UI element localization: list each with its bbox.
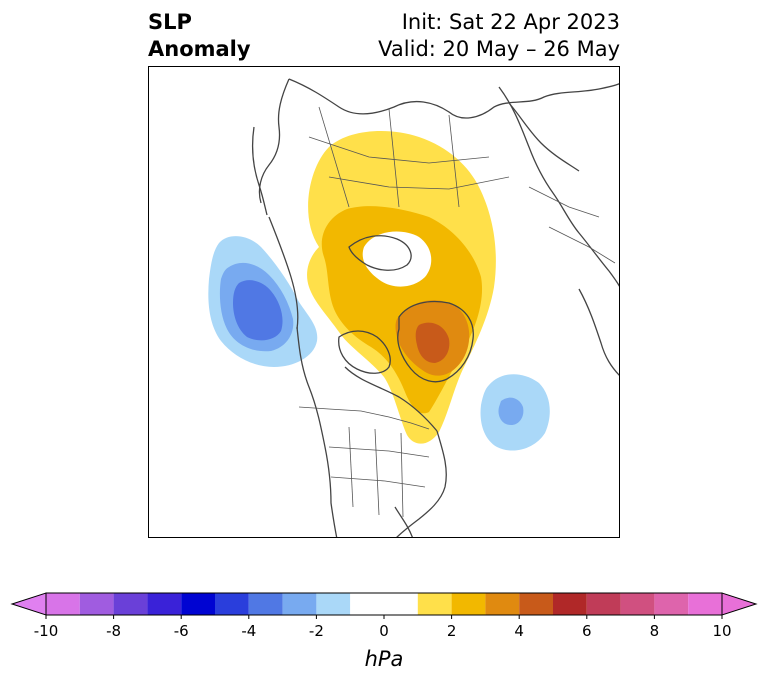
border-us-states-3 <box>348 426 354 508</box>
colorbar-ticks: -10 -8 -6 -4 -2 0 2 4 6 8 10 <box>34 615 732 640</box>
colorbar-segment <box>519 593 553 615</box>
colorbar-tick-label: -10 <box>34 622 59 640</box>
colorbar-segment <box>451 593 486 615</box>
coastline-north-america-east <box>396 430 447 537</box>
coastline-europe <box>498 86 619 287</box>
coastline-alaska <box>268 216 299 330</box>
coastline-arctic-islands <box>348 235 412 271</box>
coastline-kamchatka <box>252 126 268 216</box>
colorbar-unit: hPa <box>364 647 404 671</box>
negative-anomaly-atlantic-2to3 <box>498 397 524 425</box>
colorbar-tick-label: 8 <box>650 622 660 640</box>
colorbar-segment <box>248 593 283 615</box>
border-us-states-5 <box>400 432 404 518</box>
colorbar-extend-min <box>10 592 47 616</box>
map-panel <box>148 66 620 538</box>
colorbar-tick-label: 10 <box>712 622 731 640</box>
coastline-hudson-bay <box>344 366 438 432</box>
colorbar: -10 -8 -6 -4 -2 0 2 4 6 8 10 <box>0 585 768 684</box>
colorbar-segment <box>282 593 317 615</box>
colorbar-tick-label: 4 <box>514 622 524 640</box>
colorbar-tick-label: -4 <box>241 622 256 640</box>
colorbar-segment <box>586 593 621 615</box>
title-line-1: SLP <box>148 10 192 34</box>
colorbar-segment <box>181 593 215 615</box>
border-us-states-4 <box>374 428 380 516</box>
colorbar-tick-label: 6 <box>582 622 592 640</box>
coastline-africa <box>578 288 619 376</box>
border-asia-2 <box>388 108 400 208</box>
coastline-florida <box>394 506 413 537</box>
colorbar-segment <box>113 593 148 615</box>
colorbar-tick-label: -2 <box>309 622 324 640</box>
forecast-dates: Init: Sat 22 Apr 2023 Valid: 20 May – 26… <box>378 9 620 63</box>
colorbar-segment <box>688 593 722 615</box>
colorbar-segment <box>485 593 520 615</box>
border-us-states-1 <box>328 446 430 458</box>
valid-range: Valid: 20 May – 26 May <box>378 37 620 61</box>
colorbar-tick-label: 0 <box>379 622 389 640</box>
border-usa-canada <box>298 406 430 430</box>
colorbar-tick-label: -6 <box>174 622 189 640</box>
colorbar-segment <box>417 593 452 615</box>
coastline-scandinavia <box>508 102 580 172</box>
border-russia-1 <box>308 136 490 164</box>
init-date: Init: Sat 22 Apr 2023 <box>401 10 620 34</box>
colorbar-tick-label: 2 <box>447 622 457 640</box>
colorbar-svg: -10 -8 -6 -4 -2 0 2 4 6 8 10 <box>10 592 758 640</box>
coastline-greenland <box>397 300 474 383</box>
neutral-near-pole <box>362 231 432 287</box>
coastline-north-america-west <box>296 326 338 537</box>
anomaly-fills <box>208 131 550 451</box>
colorbar-segments <box>10 592 758 616</box>
border-asia-3 <box>448 114 460 208</box>
colorbar-segment <box>79 593 114 615</box>
border-europe-2 <box>548 226 616 264</box>
map-canvas <box>208 78 619 537</box>
coastline-siberia <box>258 78 290 204</box>
colorbar-segment <box>46 593 80 615</box>
colorbar-segment <box>553 593 587 615</box>
positive-anomaly-4to5 <box>415 322 450 363</box>
border-asia-1 <box>318 106 350 208</box>
colorbar-segment <box>316 593 351 615</box>
map-title: SLP Anomaly <box>148 9 251 63</box>
colorbar-tick-label: -8 <box>106 622 121 640</box>
colorbar-segment <box>654 593 689 615</box>
coastline-eurasia-north <box>288 78 619 119</box>
colorbar-segment <box>147 593 182 615</box>
country-borders <box>298 106 616 518</box>
title-line-2: Anomaly <box>148 37 251 61</box>
negative-anomaly-pacific-3to4 <box>233 280 283 341</box>
border-europe-1 <box>528 186 600 218</box>
colorbar-extend-max <box>721 592 758 616</box>
colorbar-segment <box>350 593 418 615</box>
coastline-canadian-archipelago <box>338 330 391 374</box>
colorbar-segment <box>620 593 655 615</box>
coastlines <box>252 78 619 537</box>
border-russia-2 <box>328 176 510 190</box>
border-us-states-2 <box>330 476 426 488</box>
colorbar-segment <box>215 593 249 615</box>
